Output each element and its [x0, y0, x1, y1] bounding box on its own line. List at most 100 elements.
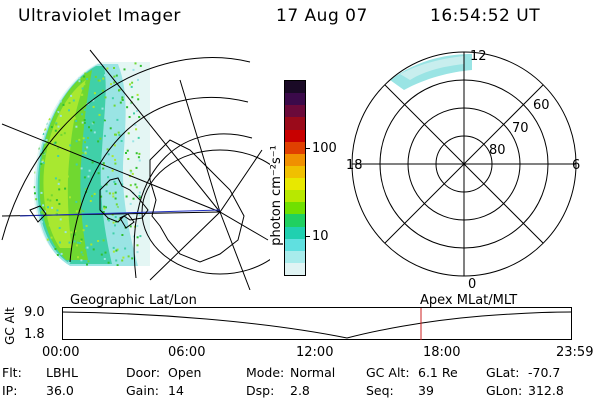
aurora-pixel	[126, 149, 129, 152]
aurora-pixel	[57, 111, 60, 114]
apex-label: Apex MLat/MLT	[420, 293, 518, 308]
aurora-pixel	[94, 132, 97, 135]
aurora-pixel	[30, 161, 32, 163]
aurora-pixel	[121, 183, 124, 186]
aurora-pixel	[50, 126, 53, 128]
aurora-pixel	[41, 249, 44, 252]
colorbar-tick-mark	[306, 148, 310, 149]
aurora-pixel	[59, 218, 62, 221]
aurora-pixel	[30, 104, 32, 106]
aurora-pixel	[33, 219, 34, 222]
aurora-pixel	[92, 248, 95, 251]
lat-label-70: 70	[512, 121, 529, 136]
aurora-pixel	[136, 244, 139, 247]
aurora-pixel	[33, 171, 36, 174]
aurora-pixel	[39, 66, 41, 69]
aurora-pixel	[35, 241, 38, 244]
aurora-pixel	[91, 161, 94, 164]
aurora-pixel	[93, 192, 96, 195]
aurora-pixel	[97, 172, 100, 175]
aurora-pixel	[132, 68, 135, 71]
aurora-pixel	[38, 63, 41, 65]
aurora-pixel	[39, 75, 42, 78]
aurora-pixel	[126, 106, 129, 109]
aurora-pixel	[107, 261, 110, 264]
aurora-pixel	[41, 240, 44, 243]
aurora-pixel	[116, 248, 119, 251]
colorbar-segment	[285, 178, 305, 191]
aurora-pixel	[99, 110, 102, 113]
aurora-pixel	[39, 104, 42, 107]
aurora-pixel	[85, 224, 88, 227]
aurora-pixel	[102, 165, 105, 168]
aurora-pixel	[55, 212, 58, 215]
aurora-pixel	[83, 83, 86, 86]
colorbar-tick-100: 100	[312, 141, 337, 156]
mlt-label-18: 18	[346, 158, 363, 173]
aurora-pixel	[94, 218, 97, 221]
aurora-pixel	[117, 173, 120, 176]
aurora-pixel	[68, 241, 71, 244]
colorbar-segment	[285, 81, 305, 94]
aurora-pixel	[41, 74, 44, 77]
aurora-pixel	[74, 230, 77, 232]
aurora-pixel	[82, 137, 85, 140]
aurora-pixel	[48, 62, 51, 65]
aurora-pixel	[112, 232, 115, 235]
aurora-pixel	[87, 260, 90, 263]
aurora-pixel	[131, 172, 134, 175]
aurora-pixel	[68, 102, 71, 104]
aurora-pixel	[46, 98, 49, 101]
aurora-pixel	[114, 133, 116, 136]
aurora-pixel	[129, 225, 132, 228]
aurora-pixel	[82, 208, 85, 211]
aurora-pixel	[118, 134, 121, 136]
aurora-pixel	[73, 240, 76, 243]
aurora-pixel	[124, 247, 127, 250]
aurora-pixel	[113, 144, 116, 147]
aurora-pixel	[121, 259, 124, 262]
aurora-pixel	[42, 132, 45, 135]
aurora-pixel	[133, 112, 135, 115]
aurora-pixel	[55, 199, 58, 202]
colorbar-segment	[285, 117, 305, 130]
aurora-pixel	[81, 87, 84, 90]
aurora-pixel	[68, 261, 71, 264]
aurora-pixel	[34, 192, 36, 195]
aurora-pixel	[50, 236, 53, 239]
aurora-pixel	[75, 244, 78, 247]
aurora-pixel	[42, 128, 45, 131]
aurora-pixel	[91, 195, 93, 198]
aurora-pixel	[110, 83, 113, 86]
aurora-pixel	[46, 238, 49, 241]
aurora-pixel	[116, 207, 119, 210]
aurora-pixel	[136, 93, 139, 96]
colorbar-axis-label-wrapper: photon cm⁻²s⁻¹	[259, 145, 293, 246]
aurora-pixel	[132, 140, 135, 143]
aurora-pixel	[44, 228, 47, 231]
aurora-pixel	[104, 74, 107, 77]
status-value: 2.8	[290, 383, 310, 398]
aurora-pixel	[43, 141, 46, 144]
aurora-pixel	[114, 216, 117, 218]
aurora-pixel	[77, 256, 79, 259]
aurora-pixel	[134, 62, 137, 65]
aurora-pixel	[87, 175, 90, 178]
aurora-pixel	[114, 224, 116, 227]
aurora-pixel	[66, 175, 69, 178]
aurora-pixel	[135, 152, 138, 155]
aurora-pixel	[99, 137, 102, 140]
status-value: Open	[168, 365, 202, 380]
aurora-pixel	[43, 113, 46, 116]
lat-label-80: 80	[489, 143, 506, 158]
aurora-pixel	[60, 252, 63, 255]
aurora-pixel	[83, 119, 86, 121]
status-value: 39	[418, 383, 434, 398]
aurora-pixel	[117, 131, 120, 134]
aurora-pixel	[63, 132, 66, 135]
aurora-pixel	[86, 263, 88, 266]
aurora-pixel	[61, 188, 64, 191]
colorbar-gradient	[285, 81, 305, 275]
aurora-pixel	[136, 251, 139, 254]
